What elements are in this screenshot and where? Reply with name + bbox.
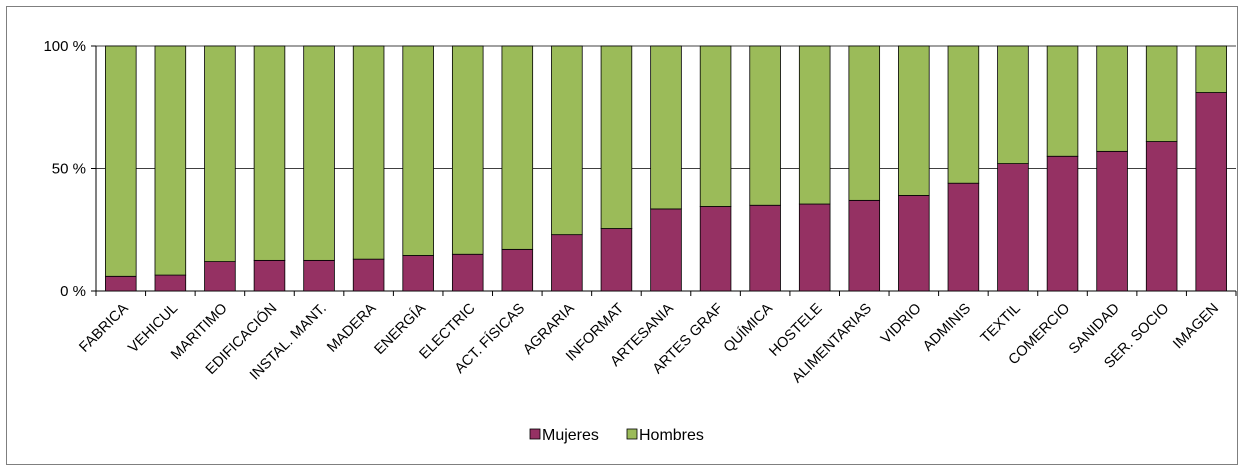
bar-mujeres bbox=[1145, 141, 1178, 292]
bar-hombres bbox=[451, 45, 484, 255]
stacked-bar-chart: 0 %50 %100 %FABRICAVEHICULMARITIMOEDIFIC… bbox=[43, 38, 1237, 444]
bar-hombres bbox=[898, 45, 930, 196]
bar-hombres bbox=[1195, 45, 1227, 93]
bar-hombres bbox=[1145, 45, 1178, 142]
bar-mujeres bbox=[1195, 92, 1227, 292]
bar-mujeres bbox=[204, 261, 236, 292]
bar-mujeres bbox=[451, 253, 484, 292]
bar-hombres bbox=[600, 45, 633, 229]
bar-hombres bbox=[798, 45, 831, 205]
bar-hombres bbox=[848, 45, 881, 201]
bar-hombres bbox=[650, 45, 682, 210]
bar-hombres bbox=[749, 45, 781, 206]
bar-mujeres bbox=[947, 182, 980, 292]
legend-swatch-mujeres bbox=[529, 428, 541, 440]
bar-mujeres bbox=[798, 203, 831, 292]
bar-mujeres bbox=[848, 199, 881, 292]
bar-mujeres bbox=[551, 234, 583, 292]
bar-mujeres bbox=[303, 259, 335, 292]
bar-hombres bbox=[551, 45, 583, 236]
bar-hombres bbox=[154, 45, 187, 276]
bar-mujeres bbox=[352, 258, 385, 292]
y-tick-label: 0 % bbox=[60, 283, 86, 300]
legend-label-mujeres: Mujeres bbox=[542, 427, 599, 444]
bar-mujeres bbox=[997, 163, 1029, 292]
bar-mujeres bbox=[898, 195, 930, 292]
y-tick-label: 100 % bbox=[43, 38, 86, 55]
bar-hombres bbox=[997, 45, 1029, 164]
bar-mujeres bbox=[1096, 150, 1128, 292]
bar-hombres bbox=[947, 45, 980, 184]
bar-mujeres bbox=[402, 255, 434, 292]
x-category-label: TEXTIL bbox=[978, 301, 1024, 347]
bar-mujeres bbox=[1046, 155, 1079, 292]
bar-mujeres bbox=[501, 248, 534, 292]
x-category-label: ADMINIS bbox=[920, 301, 974, 355]
bar-hombres bbox=[105, 45, 137, 277]
legend-swatch-hombres bbox=[626, 428, 638, 440]
bar-hombres bbox=[204, 45, 236, 263]
bar-mujeres bbox=[699, 206, 732, 292]
bar-mujeres bbox=[154, 274, 187, 292]
bar-hombres bbox=[402, 45, 434, 256]
bar-hombres bbox=[253, 45, 286, 261]
x-category-label: VIDRIO bbox=[878, 301, 925, 348]
bar-mujeres bbox=[600, 228, 633, 292]
bar-mujeres bbox=[749, 204, 781, 292]
bar-mujeres bbox=[650, 208, 682, 292]
legend: Mujeres Hombres bbox=[529, 427, 704, 444]
bars bbox=[105, 45, 1227, 292]
x-category-label: IMAGEN bbox=[1170, 301, 1222, 353]
bar-mujeres bbox=[253, 259, 286, 292]
chart-frame: 0 % 50 % 100 % FABRICA VEHICUL MARITIMO EDIFIC… bbox=[6, 6, 1238, 465]
bar-hombres bbox=[699, 45, 732, 207]
y-tick-label: 50 % bbox=[52, 161, 86, 178]
bar-hombres bbox=[1046, 45, 1079, 157]
legend-label-hombres: Hombres bbox=[639, 427, 704, 444]
bar-hombres bbox=[501, 45, 534, 250]
x-category-label: FABRICA bbox=[76, 300, 131, 355]
bar-mujeres bbox=[105, 275, 137, 292]
bar-hombres bbox=[352, 45, 385, 260]
bar-hombres bbox=[1096, 45, 1128, 152]
bar-hombres bbox=[303, 45, 335, 261]
